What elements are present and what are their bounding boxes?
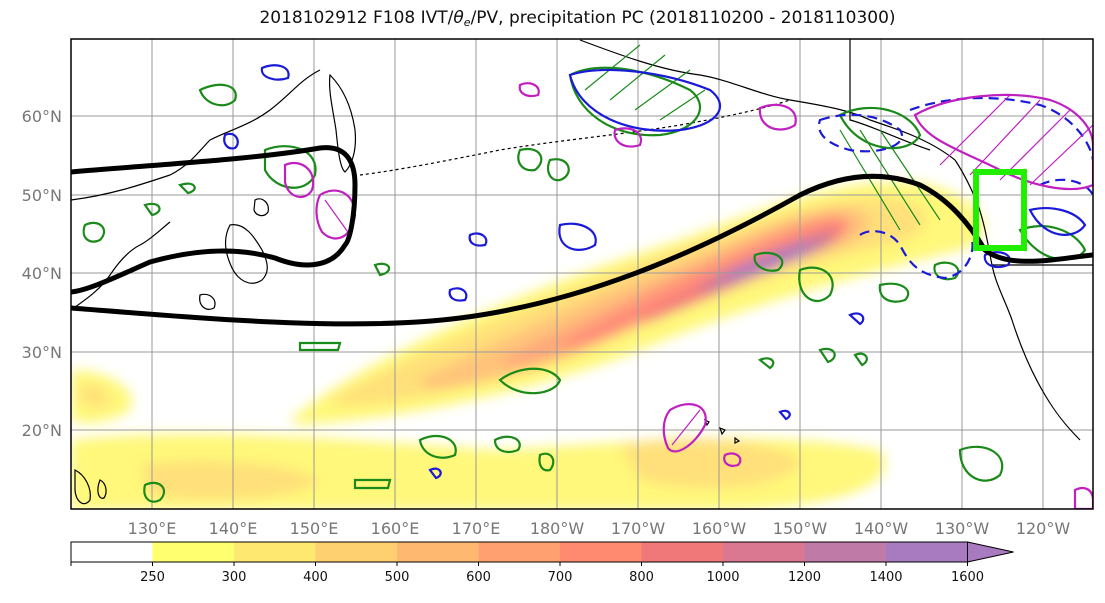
- lon-label-170e: 170°E: [452, 519, 501, 538]
- map-gridlines: [71, 39, 1093, 509]
- colorbar-border: [70, 541, 968, 563]
- colorbar-segment: [71, 542, 153, 562]
- colorbar-tick-label: 1600: [951, 570, 984, 585]
- lon-label-150w: 150°W: [773, 519, 828, 538]
- colorbar-segment: [234, 542, 316, 562]
- colorbar-tick-label: 700: [548, 570, 573, 585]
- colorbar-segment: [315, 542, 398, 562]
- colorbar-tick-label: 250: [140, 570, 165, 585]
- colorbar: [70, 541, 1014, 566]
- map-content: [71, 39, 1093, 509]
- colorbar-segment: [478, 542, 561, 562]
- colorbar-tick-label: 1200: [788, 570, 821, 585]
- lon-label-170w: 170°W: [611, 519, 666, 538]
- highlight-box: [973, 169, 1027, 251]
- colorbar-tick-label: 400: [303, 570, 328, 585]
- colorbar-segment: [152, 542, 235, 562]
- lat-label-30: 30°N: [22, 343, 62, 362]
- pv-contours-blue: [223, 64, 1093, 480]
- lon-label-160e: 160°E: [371, 519, 420, 538]
- colorbar-segment: [641, 542, 724, 562]
- colorbar-tick-label: 300: [222, 570, 247, 585]
- colorbar-segment: [723, 542, 805, 562]
- lon-label-140w: 140°W: [854, 519, 909, 538]
- lon-label-160w: 160°W: [692, 519, 747, 538]
- colorbar-tick-label: 600: [466, 570, 491, 585]
- colorbar-extend-arrow: [967, 541, 1014, 563]
- colorbar-labels: 250 300 400 500 600 700 800 1000 1200 1400 1600: [140, 570, 984, 585]
- longitude-labels: 130°E 140°E 150°E 160°E 170°E 180°W 170°…: [128, 519, 1071, 538]
- map-title: 2018102912 F108 IVT/θe/PV, precipitation…: [259, 8, 896, 29]
- colorbar-tick-label: 1400: [869, 570, 902, 585]
- colorbar-segment: [397, 542, 479, 562]
- theta-e-contours: [82, 44, 1087, 503]
- colorbar-tick-label: 1000: [706, 570, 739, 585]
- lat-label-50: 50°N: [22, 186, 62, 205]
- colorbar-tick-label: 500: [385, 570, 410, 585]
- map-frame: [70, 38, 1094, 510]
- colorbar-segment: [804, 542, 887, 562]
- lat-label-20: 20°N: [22, 421, 62, 440]
- lon-label-120w: 120°W: [1016, 519, 1071, 538]
- lon-label-180w: 180°W: [530, 519, 585, 538]
- ivt-shading: [71, 181, 984, 509]
- lon-label-150e: 150°E: [290, 519, 339, 538]
- lat-label-40: 40°N: [22, 264, 62, 283]
- lat-label-60: 60°N: [22, 107, 62, 126]
- lon-label-130e: 130°E: [128, 519, 177, 538]
- colorbar-segment: [886, 542, 968, 562]
- latitude-labels: 60°N 50°N 40°N 30°N 20°N: [22, 107, 62, 440]
- lon-label-130w: 130°W: [935, 519, 990, 538]
- colorbar-segment: [560, 542, 642, 562]
- lon-label-140e: 140°E: [209, 519, 258, 538]
- colorbar-tick-label: 800: [629, 570, 654, 585]
- pv-contours-magenta: [283, 82, 1093, 509]
